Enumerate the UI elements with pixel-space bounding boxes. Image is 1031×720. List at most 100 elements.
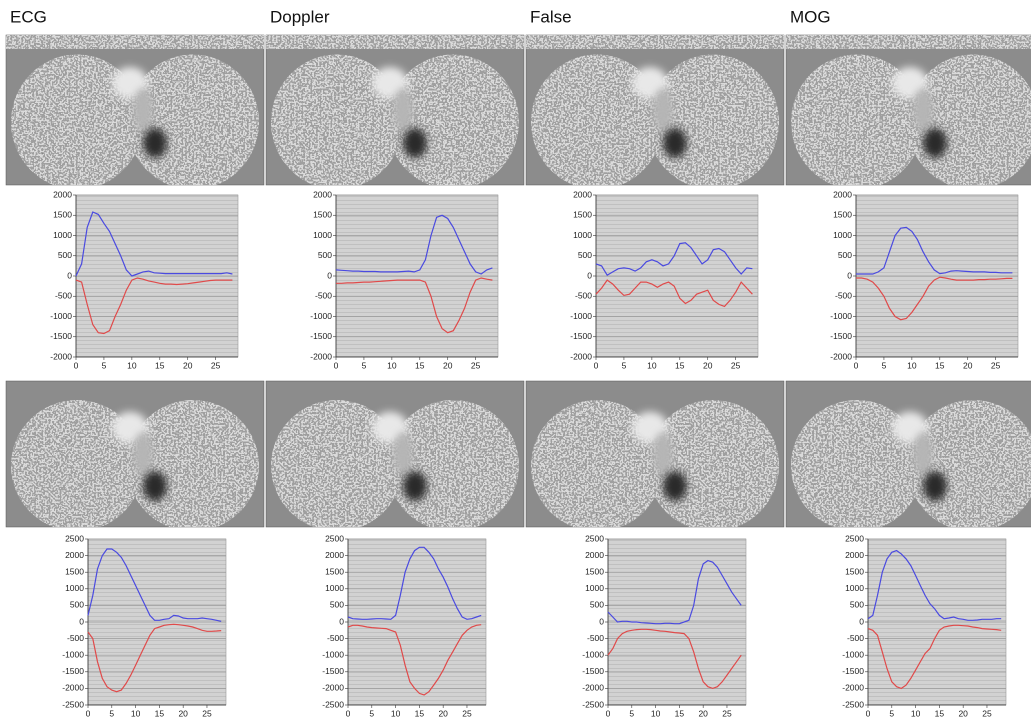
x-tick-label: 25 <box>982 708 992 718</box>
mri-image <box>785 34 1031 186</box>
y-tick-label: 2500 <box>585 533 604 543</box>
series-line <box>75 277 233 335</box>
y-tick-label: -1000 <box>62 649 84 659</box>
x-tick-label: 0 <box>346 708 351 718</box>
x-tick-label: 10 <box>651 708 661 718</box>
y-tick-label: -1500 <box>570 331 592 341</box>
x-tick-label: 5 <box>362 360 367 370</box>
y-tick-label: 2000 <box>845 550 864 560</box>
series-line <box>867 624 1002 690</box>
x-tick-label: 25 <box>462 708 472 718</box>
vessel <box>663 471 687 502</box>
x-tick-label: 5 <box>109 708 114 718</box>
x-tick-label: 10 <box>127 360 137 370</box>
y-tick-label: 1000 <box>833 230 852 240</box>
series-line <box>856 226 1013 275</box>
x-tick-label: 5 <box>369 708 374 718</box>
y-tick-label: 1000 <box>845 583 864 593</box>
y-tick-label: -2000 <box>842 683 864 693</box>
series-line <box>856 276 1013 321</box>
y-tick-label: 2500 <box>845 533 864 543</box>
series-line <box>87 548 222 622</box>
mri-image <box>525 34 785 186</box>
x-tick-label: 25 <box>471 360 481 370</box>
y-tick-label: -500 <box>67 633 84 643</box>
series-line <box>336 277 493 334</box>
x-tick-label: 25 <box>202 708 212 718</box>
x-tick-label: 5 <box>622 360 627 370</box>
x-tick-label: 5 <box>882 360 887 370</box>
y-tick-label: 1500 <box>313 210 332 220</box>
mri-image <box>5 380 265 528</box>
x-tick-label: 20 <box>703 360 713 370</box>
x-tick-label: 10 <box>647 360 657 370</box>
y-tick-label: 2500 <box>65 533 84 543</box>
series-line <box>607 628 742 690</box>
vessel <box>393 432 413 476</box>
x-tick-label: 5 <box>629 708 634 718</box>
vessel <box>913 88 933 132</box>
vessel <box>143 471 167 502</box>
y-tick-label: 500 <box>318 250 332 260</box>
y-tick-label: -2000 <box>830 351 852 361</box>
y-tick-label: -1000 <box>582 649 604 659</box>
vessel <box>923 471 947 502</box>
y-tick-label: 2500 <box>325 533 344 543</box>
series-line <box>607 559 742 625</box>
y-tick-label: -500 <box>55 291 72 301</box>
column-header: Doppler <box>270 7 330 26</box>
y-tick-label: 1500 <box>65 566 84 576</box>
y-tick-label: -1500 <box>830 331 852 341</box>
y-tick-label: -1000 <box>842 649 864 659</box>
y-tick-label: 0 <box>847 270 852 280</box>
y-tick-label: -500 <box>835 291 852 301</box>
vessel <box>653 88 673 132</box>
x-tick-label: 0 <box>86 708 91 718</box>
y-tick-label: 0 <box>599 616 604 626</box>
x-tick-label: 0 <box>854 360 859 370</box>
y-tick-label: -1000 <box>830 311 852 321</box>
mri-image <box>265 380 525 528</box>
x-tick-label: 0 <box>594 360 599 370</box>
x-tick-label: 15 <box>415 708 425 718</box>
x-tick-label: 0 <box>74 360 79 370</box>
y-tick-label: -2000 <box>62 683 84 693</box>
y-tick-label: 500 <box>330 600 344 610</box>
y-tick-label: 0 <box>859 616 864 626</box>
y-tick-label: -2000 <box>582 683 604 693</box>
vessel <box>913 432 933 476</box>
y-tick-label: -1500 <box>310 331 332 341</box>
y-tick-label: 500 <box>838 250 852 260</box>
y-tick-label: -1500 <box>582 666 604 676</box>
y-tick-label: -2500 <box>62 699 84 709</box>
x-tick-label: 15 <box>155 708 165 718</box>
x-tick-label: 15 <box>675 708 685 718</box>
x-tick-label: 15 <box>415 360 425 370</box>
x-tick-label: 20 <box>958 708 968 718</box>
y-tick-label: 1500 <box>573 210 592 220</box>
x-tick-label: 10 <box>131 708 141 718</box>
vessel <box>133 432 153 476</box>
y-tick-label: -1500 <box>62 666 84 676</box>
vessel <box>923 128 947 158</box>
y-tick-label: -500 <box>847 633 864 643</box>
series-line <box>335 214 493 275</box>
y-tick-label: 1000 <box>53 230 72 240</box>
x-tick-label: 10 <box>387 360 397 370</box>
x-tick-label: 0 <box>866 708 871 718</box>
y-tick-label: 500 <box>58 250 72 260</box>
y-tick-label: -500 <box>575 291 592 301</box>
y-tick-label: -1500 <box>842 666 864 676</box>
y-tick-label: -2000 <box>322 683 344 693</box>
column-header: ECG <box>10 7 47 26</box>
x-tick-label: 20 <box>183 360 193 370</box>
y-tick-label: -1000 <box>310 311 332 321</box>
y-tick-label: 1000 <box>585 583 604 593</box>
y-tick-label: 1000 <box>573 230 592 240</box>
y-tick-label: -1500 <box>322 666 344 676</box>
series-line <box>595 242 753 277</box>
x-tick-label: 10 <box>391 708 401 718</box>
series-line <box>867 549 1002 621</box>
x-tick-label: 25 <box>731 360 741 370</box>
